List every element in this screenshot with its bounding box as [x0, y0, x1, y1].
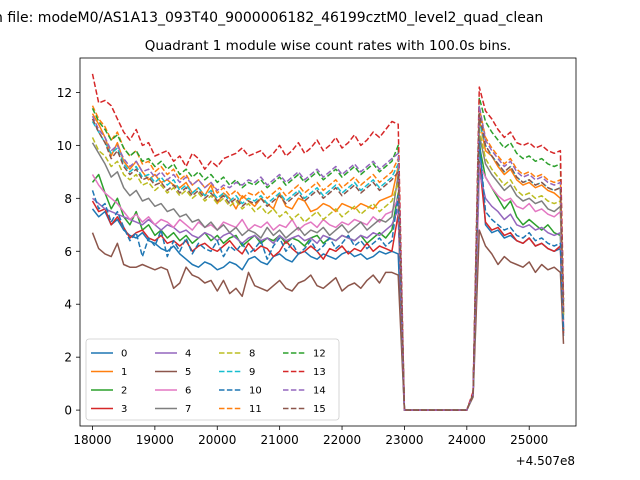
legend-label: 8 — [249, 349, 255, 360]
legend-label: 7 — [185, 404, 191, 415]
legend-label: 15 — [313, 404, 326, 415]
y-tick-label: 10 — [57, 139, 72, 153]
axes-title: Quadrant 1 module wise count rates with … — [145, 38, 511, 54]
legend-label: 10 — [249, 386, 262, 397]
x-tick-label: 23000 — [385, 433, 423, 447]
legend-label: 14 — [313, 386, 326, 397]
legend-label: 4 — [185, 349, 191, 360]
series-line-12 — [91, 96, 565, 411]
legend-label: 6 — [185, 386, 191, 397]
series-line-15 — [91, 112, 565, 411]
y-tick-label: 0 — [64, 404, 72, 418]
legend-label: 5 — [185, 367, 191, 378]
y-tick-label: 6 — [64, 245, 72, 259]
legend-label: 2 — [121, 386, 127, 397]
legend-label: 11 — [249, 404, 262, 415]
legend-label: 9 — [249, 367, 255, 378]
y-tick-label: 2 — [64, 351, 72, 365]
legend-label: 0 — [121, 349, 127, 360]
y-tick-label: 12 — [57, 86, 72, 100]
series-line-8 — [91, 128, 565, 411]
axes-frame — [79, 57, 577, 427]
x-offset-label: +4.507e8 — [516, 454, 575, 468]
x-tick-label: 18000 — [73, 433, 111, 447]
series-line-14 — [91, 104, 565, 411]
x-tick-label: 19000 — [136, 433, 174, 447]
series-line-11 — [91, 105, 565, 411]
legend-label: 3 — [121, 404, 127, 415]
legend-label: 1 — [121, 367, 127, 378]
x-tick-label: 20000 — [198, 433, 236, 447]
x-axis: 18000 19000 20000 21000 22000 23000 24000 25000 — [73, 426, 548, 447]
legend-box — [85, 338, 340, 421]
y-axis: 0 2 4 6 8 10 12 — [57, 86, 80, 418]
x-tick-label: 24000 — [448, 433, 486, 447]
legend-label: 13 — [313, 367, 326, 378]
series-line-6 — [91, 163, 565, 411]
plot-area — [91, 73, 565, 411]
series-line-1 — [91, 113, 565, 411]
x-tick-label: 22000 — [323, 433, 361, 447]
x-tick-label: 25000 — [510, 433, 548, 447]
series-line-10 — [91, 139, 565, 411]
series-line-3 — [91, 160, 565, 411]
series-line-13 — [91, 73, 565, 411]
series-line-7 — [91, 134, 565, 411]
figure-suptitle: n file: modeM0/AS1A13_093T40_9000006182_… — [0, 10, 543, 26]
legend-label: 12 — [313, 349, 326, 360]
y-tick-label: 8 — [64, 192, 72, 206]
series-line-5 — [91, 229, 565, 411]
x-tick-label: 21000 — [261, 433, 299, 447]
y-tick-label: 4 — [64, 298, 72, 312]
series-line-9 — [91, 120, 565, 411]
